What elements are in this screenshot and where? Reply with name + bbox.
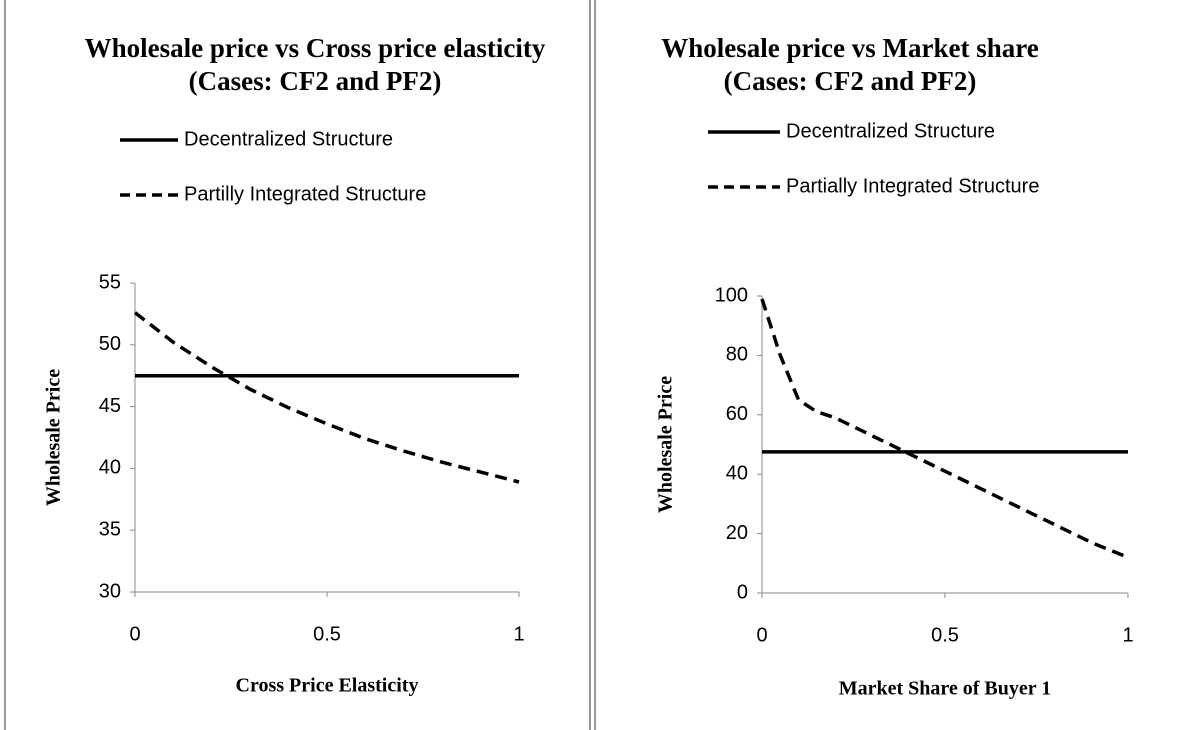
y-axis-label: Wholesale Price xyxy=(655,376,677,513)
series-line xyxy=(760,298,1129,559)
series-line xyxy=(133,311,520,484)
x-axis-label: Market Share of Buyer 1 xyxy=(839,678,1052,700)
y-tick-label: 50 xyxy=(99,333,121,355)
legend-label: Partially Integrated Structure xyxy=(786,175,1039,197)
y-tick-label: 80 xyxy=(726,344,748,366)
y-tick-label: 55 xyxy=(99,271,121,293)
x-axis-label: Cross Price Elasticity xyxy=(236,675,419,697)
legend-label: Decentralized Structure xyxy=(786,120,995,142)
y-tick-label: 40 xyxy=(99,457,121,479)
y-tick-label: 0 xyxy=(737,581,748,603)
y-tick-label: 45 xyxy=(99,395,121,417)
x-tick-label: 0 xyxy=(756,624,767,646)
y-axis-label: Wholesale Price xyxy=(43,369,65,506)
legend-label: Decentralized Structure xyxy=(184,128,393,150)
y-tick-label: 40 xyxy=(726,462,748,484)
chart-title: Wholesale price vs Market share (Cases: … xyxy=(661,33,1039,96)
legend-label: Partilly Integrated Structure xyxy=(184,183,426,205)
y-tick-label: 30 xyxy=(99,580,121,602)
y-tick-label: 100 xyxy=(715,284,748,306)
x-tick-label: 0.5 xyxy=(313,623,341,645)
x-tick-label: 0 xyxy=(129,623,140,645)
y-tick-label: 60 xyxy=(726,403,748,425)
x-tick-label: 1 xyxy=(1122,624,1133,646)
chart-title: Wholesale price vs Cross price elasticit… xyxy=(84,33,546,96)
y-tick-label: 20 xyxy=(726,522,748,544)
y-tick-label: 35 xyxy=(99,518,121,540)
x-tick-label: 1 xyxy=(513,623,524,645)
x-tick-label: 0.5 xyxy=(931,624,959,646)
